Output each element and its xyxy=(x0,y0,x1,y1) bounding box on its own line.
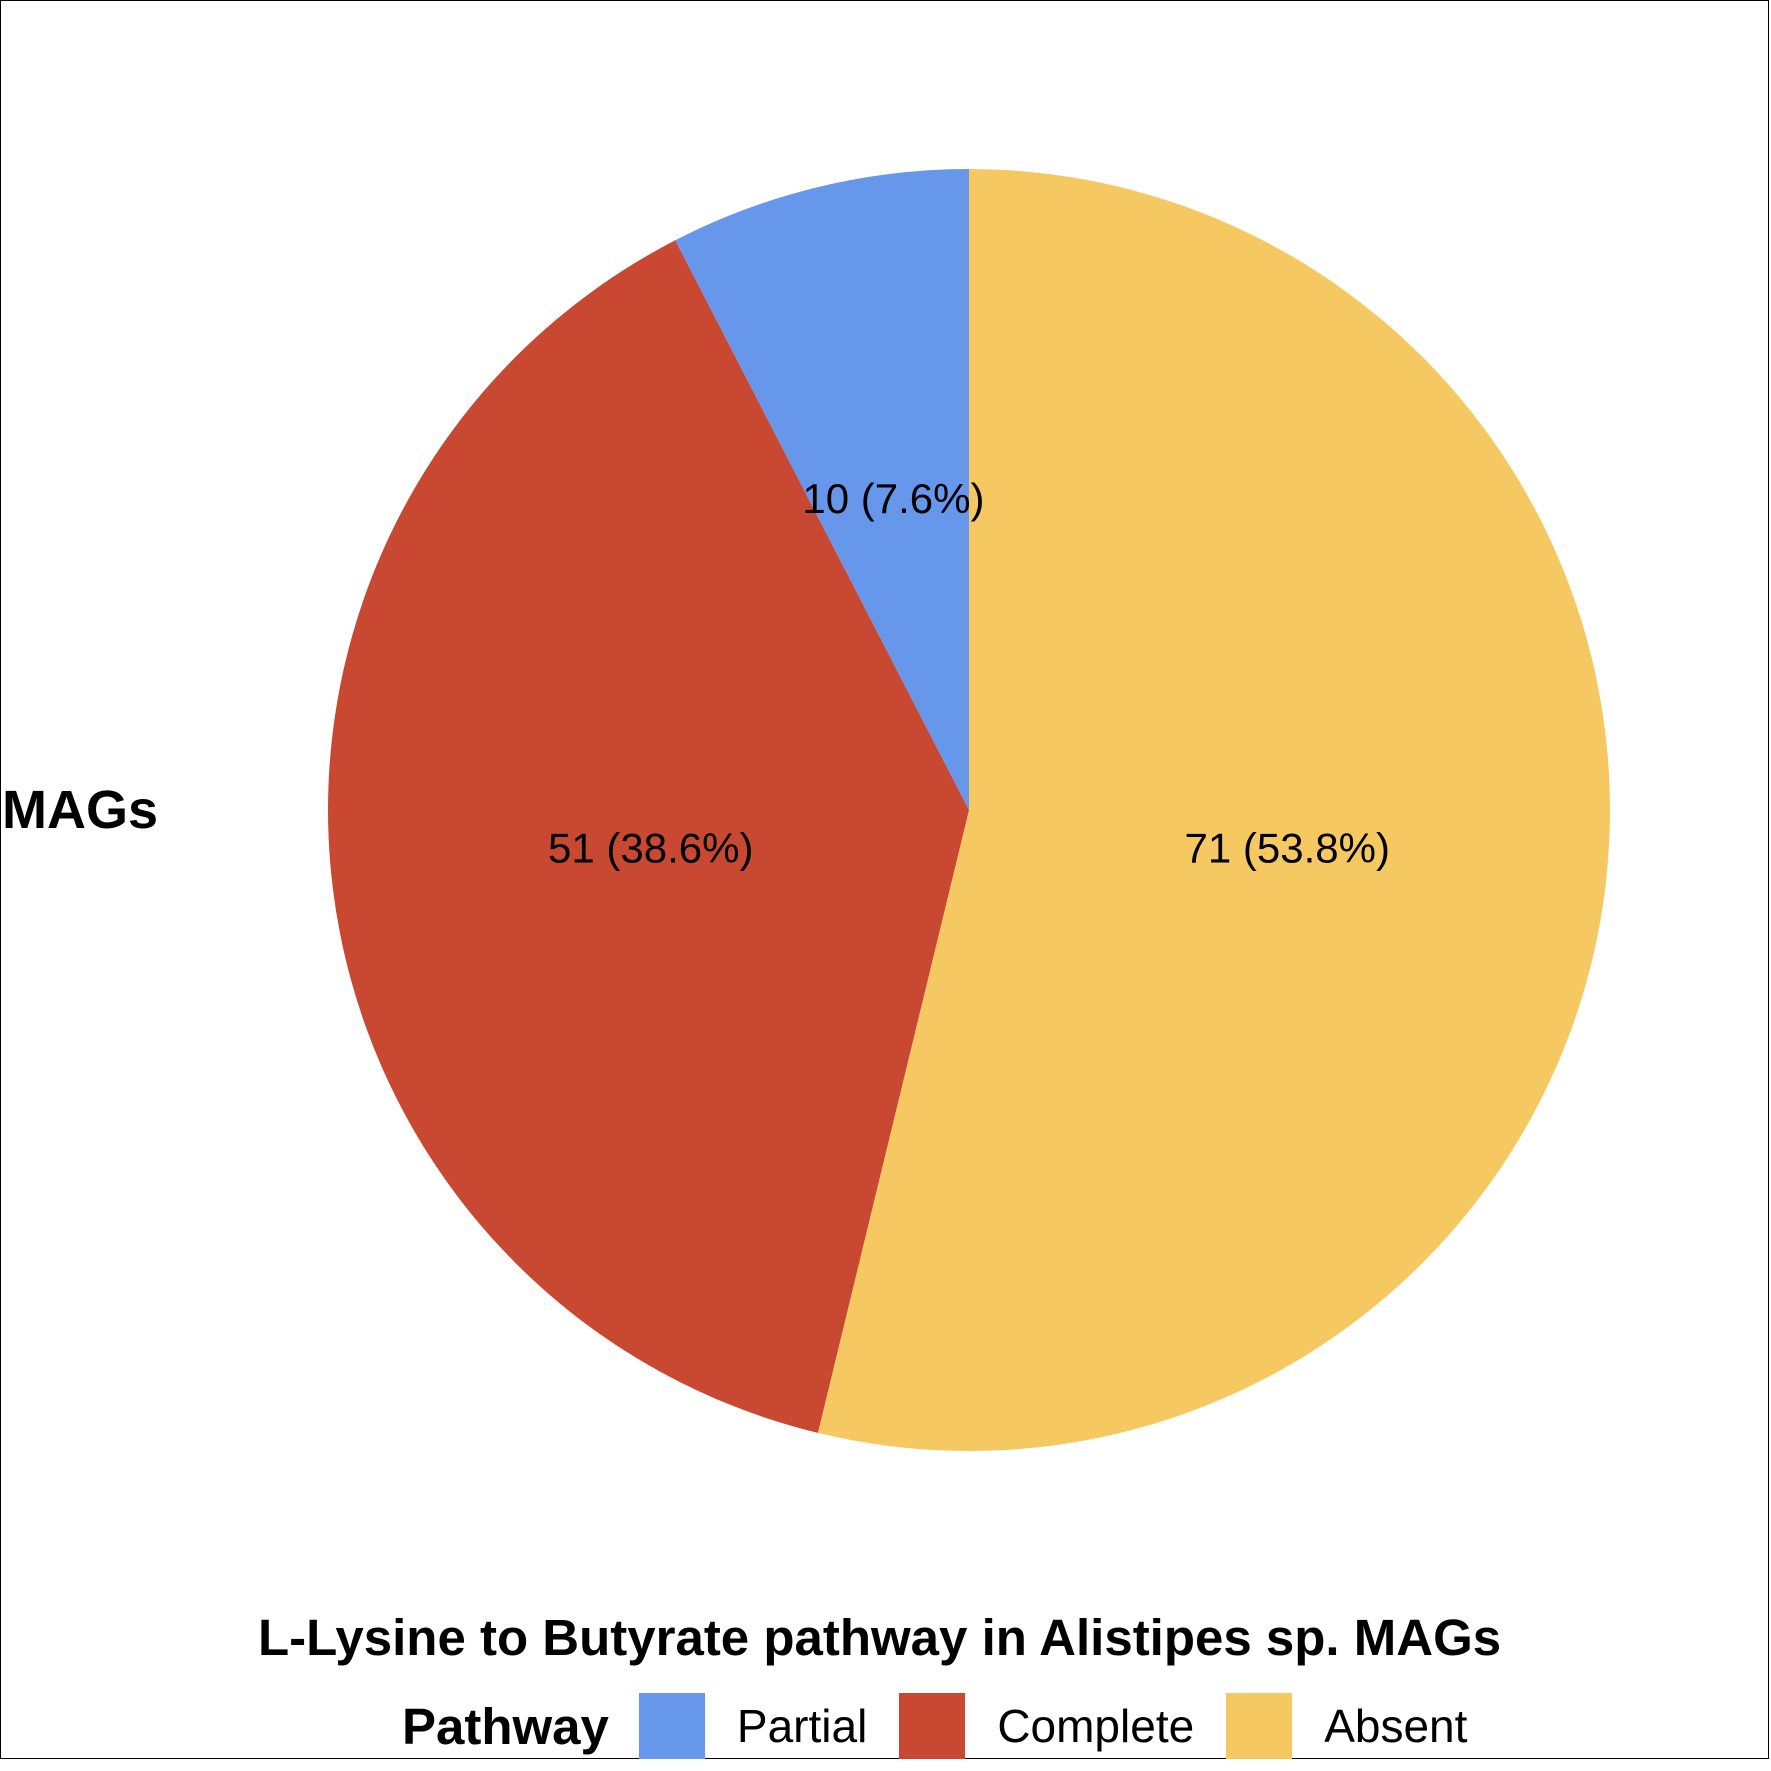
legend-label-absent: Absent xyxy=(1324,1700,1468,1752)
slice-label-partial: 10 (7.6%) xyxy=(802,475,984,522)
pie-slice-labels: 71 (53.8%) 51 (38.6%) 10 (7.6%) xyxy=(548,475,1390,872)
legend-swatch-partial xyxy=(638,1693,705,1759)
legend-label-partial: Partial xyxy=(736,1700,868,1752)
pie-slice-complete xyxy=(328,240,970,1433)
legend-label-complete: Complete xyxy=(997,1700,1195,1752)
chart-title: L-Lysine to Butyrate pathway in Alistipe… xyxy=(258,1609,1502,1666)
pie-slice-absent xyxy=(817,169,1611,1451)
legend-swatch-complete xyxy=(899,1693,966,1759)
slice-label-complete: 51 (38.6%) xyxy=(548,825,753,872)
legend: Pathway Partial Complete Absent xyxy=(402,1692,1499,1760)
legend-item-absent: Absent xyxy=(1226,1693,1499,1759)
legend-item-partial: Partial xyxy=(638,1693,899,1759)
legend-item-complete: Complete xyxy=(899,1693,1226,1759)
pie-slices xyxy=(328,169,1611,1451)
legend-swatch-absent xyxy=(1226,1693,1293,1759)
y-axis-label: MAGs xyxy=(2,780,159,840)
pie-slice-partial xyxy=(675,169,969,810)
legend-title: Pathway xyxy=(402,1697,609,1755)
slice-label-absent: 71 (53.8%) xyxy=(1185,825,1390,872)
